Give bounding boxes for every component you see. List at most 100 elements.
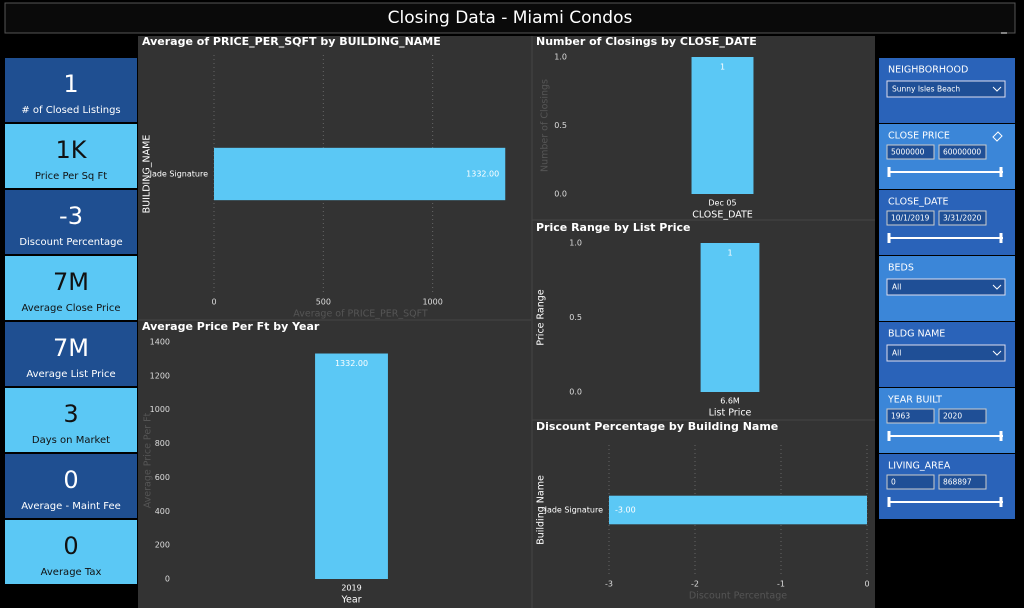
range-input-value[interactable]: 0 bbox=[891, 478, 896, 487]
kpi-label: Average List Price bbox=[26, 369, 115, 380]
kpi-value: 7M bbox=[53, 334, 89, 362]
y-tick-label: 1400 bbox=[150, 338, 170, 347]
x-tick-label: 0 bbox=[211, 298, 216, 307]
x-axis-title: Average of PRICE_PER_SQFT bbox=[293, 309, 428, 320]
slicer-title: LIVING_AREA bbox=[888, 461, 951, 472]
y-tick-label: 400 bbox=[155, 507, 170, 516]
slider-handle[interactable] bbox=[999, 167, 1003, 177]
kpi-value: 0 bbox=[63, 532, 78, 560]
dropdown-value[interactable]: Sunny Isles Beach bbox=[892, 85, 960, 94]
chevron bbox=[992, 86, 1002, 92]
range-input[interactable] bbox=[938, 408, 987, 424]
kpi-label: Discount Percentage bbox=[19, 237, 122, 248]
y-tick-label: Jade Signature bbox=[149, 170, 208, 179]
kpi-label: Average - Maint Fee bbox=[21, 501, 121, 512]
y-tick-label: 0.5 bbox=[569, 313, 582, 322]
range-input-value[interactable]: 3/31/2020 bbox=[943, 214, 982, 223]
y-tick-label: 200 bbox=[155, 541, 170, 550]
slicer-title: BEDS bbox=[888, 263, 914, 274]
x-tick-label: 2019 bbox=[341, 584, 361, 593]
slider-handle[interactable] bbox=[999, 497, 1003, 507]
x-tick-label: Dec 05 bbox=[708, 199, 736, 208]
chart-title: Discount Percentage by Building Name bbox=[536, 420, 778, 433]
dropdown[interactable] bbox=[886, 344, 1006, 362]
chart-title: Average Price Per Ft by Year bbox=[142, 320, 320, 333]
kpi-value: 1 bbox=[63, 70, 78, 98]
kpi-card bbox=[5, 190, 137, 254]
y-tick-label: 1200 bbox=[150, 371, 170, 380]
data-label: 1332.00 bbox=[335, 359, 368, 368]
kpi-label: # of Closed Listings bbox=[21, 105, 120, 116]
dropdown-value[interactable]: All bbox=[892, 349, 901, 358]
y-axis-title: BUILDING_NAME bbox=[142, 135, 153, 214]
bar bbox=[609, 495, 867, 525]
kpi-card bbox=[5, 454, 137, 518]
x-tick-label: 6.6M bbox=[720, 397, 740, 406]
slider-handle[interactable] bbox=[887, 431, 891, 441]
slicer-title: NEIGHBORHOOD bbox=[888, 65, 968, 76]
x-tick-label: 0 bbox=[864, 580, 869, 589]
x-tick-label: 500 bbox=[316, 298, 331, 307]
data-label: -3.00 bbox=[615, 506, 636, 515]
kpi-card bbox=[5, 256, 137, 320]
range-input[interactable] bbox=[938, 474, 987, 490]
x-axis-title: List Price bbox=[709, 408, 752, 419]
chevron bbox=[992, 350, 1002, 356]
range-input[interactable] bbox=[938, 210, 987, 226]
chevron bbox=[992, 284, 1002, 290]
chart-title: Average of PRICE_PER_SQFT by BUILDING_NA… bbox=[142, 35, 441, 48]
y-tick-label: 0.0 bbox=[569, 388, 582, 397]
y-tick-label: 800 bbox=[155, 439, 170, 448]
page-title: Closing Data - Miami Condos bbox=[388, 8, 633, 28]
dropdown[interactable] bbox=[886, 278, 1006, 296]
y-axis-title: Price Range bbox=[536, 289, 547, 345]
dropdown[interactable] bbox=[886, 80, 1006, 98]
slider-handle[interactable] bbox=[887, 233, 891, 243]
range-input-value[interactable]: 868897 bbox=[943, 478, 972, 487]
slicer-title: BLDG NAME bbox=[888, 329, 945, 340]
kpi-card bbox=[5, 124, 137, 188]
data-label: 1332.00 bbox=[466, 170, 499, 179]
range-input-value[interactable]: 10/1/2019 bbox=[891, 214, 930, 223]
y-tick-label: 0.5 bbox=[554, 121, 567, 130]
y-tick-label: 1.0 bbox=[554, 53, 567, 62]
x-axis-title: CLOSE_DATE bbox=[692, 210, 753, 221]
x-axis-title: Discount Percentage bbox=[689, 591, 787, 602]
kpi-label: Days on Market bbox=[32, 435, 110, 446]
chart-title: Price Range by List Price bbox=[536, 221, 690, 234]
y-tick-label: 600 bbox=[155, 473, 170, 482]
y-axis-title: Average Price Per Ft bbox=[143, 412, 154, 508]
range-input-value[interactable]: 2020 bbox=[943, 412, 962, 421]
kpi-label: Average Tax bbox=[41, 567, 102, 578]
range-input[interactable] bbox=[886, 474, 935, 490]
range-input-value[interactable]: 60000000 bbox=[943, 148, 981, 157]
range-input[interactable] bbox=[886, 210, 935, 226]
bar bbox=[214, 147, 506, 201]
kpi-value: 7M bbox=[53, 268, 89, 296]
kpi-label: Average Close Price bbox=[21, 303, 120, 314]
slider-handle[interactable] bbox=[999, 233, 1003, 243]
range-input[interactable] bbox=[886, 144, 935, 160]
kpi-card bbox=[5, 388, 137, 452]
kpi-value: 0 bbox=[63, 466, 78, 494]
kpi-value: -3 bbox=[59, 202, 83, 230]
slider-handle[interactable] bbox=[887, 167, 891, 177]
range-input-value[interactable]: 5000000 bbox=[891, 148, 925, 157]
title-bar bbox=[4, 2, 1016, 34]
dropdown-value[interactable]: All bbox=[892, 283, 901, 292]
bar bbox=[315, 353, 388, 579]
kpi-card bbox=[5, 322, 137, 386]
range-input[interactable] bbox=[938, 144, 987, 160]
x-tick-label: -2 bbox=[691, 580, 699, 589]
y-tick-label: 1000 bbox=[150, 405, 170, 414]
y-tick-label: Jade Signature bbox=[544, 506, 603, 515]
x-tick-label: 1000 bbox=[422, 298, 442, 307]
range-input-value[interactable]: 1963 bbox=[891, 412, 910, 421]
data-label: 1 bbox=[720, 63, 725, 72]
slider-handle[interactable] bbox=[887, 497, 891, 507]
slider-handle[interactable] bbox=[999, 431, 1003, 441]
slicer-title: CLOSE PRICE bbox=[888, 131, 950, 142]
range-input[interactable] bbox=[886, 408, 935, 424]
x-tick-label: -1 bbox=[777, 580, 785, 589]
